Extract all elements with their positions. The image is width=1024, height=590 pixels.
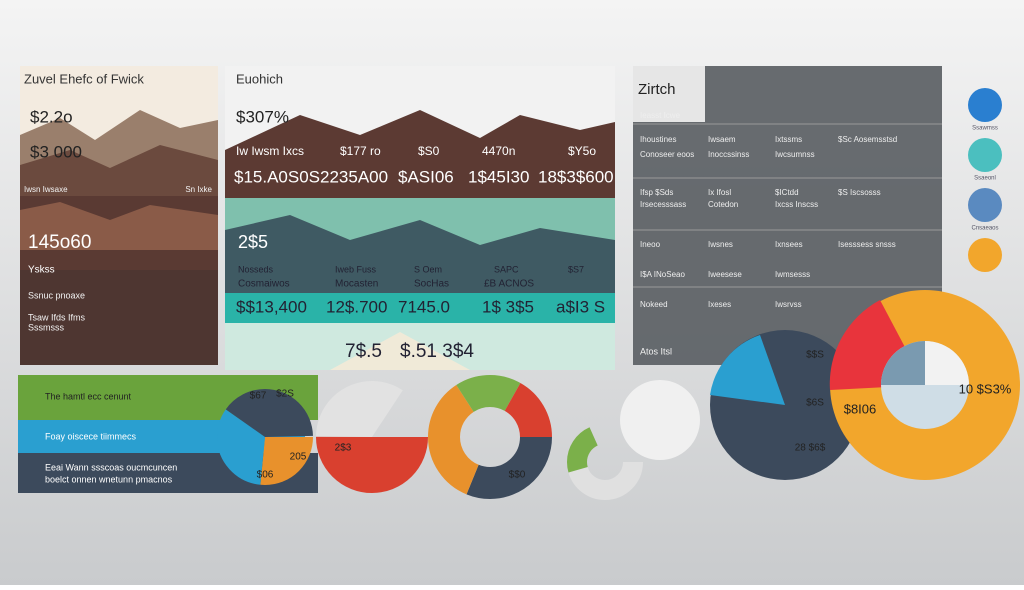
label: 2$3 <box>335 443 352 454</box>
label: $S7 <box>568 264 584 274</box>
label: Ifsp $Sds <box>640 188 673 197</box>
label: 1$45I30 <box>468 167 529 186</box>
label: $06 <box>257 470 274 481</box>
label: $S0 <box>418 144 440 158</box>
label: Ssnuc pnoaxe <box>28 290 85 300</box>
label: Cotedon <box>708 200 738 209</box>
label: Zirtch <box>638 81 676 98</box>
label: SocHas <box>414 279 449 290</box>
label: 2$5 <box>238 232 268 252</box>
pies <box>217 88 1020 500</box>
label: SAPC <box>494 264 519 274</box>
label: Isesssess snsss <box>838 240 896 249</box>
label: Ssawmss <box>972 126 998 132</box>
label: $$0 <box>509 470 526 481</box>
label: Iwsrvss <box>775 300 802 309</box>
label: a$I3 S <box>556 297 605 316</box>
label: £B ACNOS <box>484 279 534 290</box>
label: $ICtdd <box>775 188 799 197</box>
label: Iwsn Iwsaxe <box>24 185 68 194</box>
panel-2 <box>225 66 615 370</box>
label: 10 $S3% <box>959 381 1012 396</box>
label: Sssmsss <box>28 322 65 332</box>
label: $ASI06 <box>398 167 454 186</box>
label: Ieasst Icwe <box>640 111 681 120</box>
label: Iwcsumnss <box>775 150 815 159</box>
label: Nokeed <box>640 300 668 309</box>
label: $Sc Aosemsstsd <box>838 135 897 144</box>
label: Ihoustines <box>640 135 676 144</box>
label: $.51 3$4 <box>400 341 474 362</box>
label: 12$.700 <box>326 297 387 316</box>
label: Iwsnes <box>708 240 733 249</box>
label: Iw Iwsm Ixcs <box>236 144 304 158</box>
label: Irsecesssass <box>640 200 686 209</box>
label: Cnsaeaos <box>971 226 998 232</box>
label: Ixtssms <box>775 135 802 144</box>
label: Iweb Fuss <box>335 264 377 274</box>
label: Zuvel Ehefc of Fwick <box>24 71 144 86</box>
label: $67 <box>250 391 267 402</box>
label: Foay oiscece tiimmecs <box>45 431 137 441</box>
label: Ixcss Inscss <box>775 200 818 209</box>
label: Iwsaem <box>708 135 736 144</box>
label: Ssaeonl <box>974 176 996 182</box>
label: $$S <box>806 350 824 361</box>
panel-1 <box>20 66 218 365</box>
label: 145o60 <box>28 232 91 253</box>
label: 7145.0 <box>398 297 450 316</box>
label: Yskss <box>28 265 55 276</box>
label: 4470n <box>482 144 515 158</box>
label: 2235A00 <box>320 167 388 186</box>
label: $2.2o <box>30 107 73 126</box>
label: boelct onnen wnetunn pmacnos <box>45 474 173 484</box>
label: $6S <box>806 398 824 409</box>
label: Euohich <box>236 71 283 86</box>
label: 28 $6$ <box>795 443 826 454</box>
label: Inoccssinss <box>708 150 749 159</box>
label: Eeai Wann ssscoas oucmcuncen <box>45 462 177 472</box>
label: Mocasten <box>335 279 378 290</box>
label: $3 000 <box>30 142 82 161</box>
label: Ineoo <box>640 240 661 249</box>
label: $$13,400 <box>236 297 307 316</box>
label: Atos Itsl <box>640 346 672 356</box>
label: $177 ro <box>340 144 381 158</box>
label: $2S <box>276 389 294 400</box>
label: Tsaw Ifds Ifms <box>28 312 86 322</box>
label: Sn Ixke <box>185 185 212 194</box>
label: 7$.5 <box>345 341 382 362</box>
label: Cosmaiwos <box>238 279 290 290</box>
label: Nosseds <box>238 264 274 274</box>
label: Conoseer eoos <box>640 150 694 159</box>
label: Ixeses <box>708 300 731 309</box>
label: $15.A0S0S <box>234 167 320 186</box>
label: Ixnsees <box>775 240 803 249</box>
label: Iweesese <box>708 270 742 279</box>
label: The hamtl ecc cenunt <box>45 391 132 401</box>
label: 1$ 3$5 <box>482 297 534 316</box>
label: 205 <box>290 452 307 463</box>
label: S Oem <box>414 264 442 274</box>
label: $Y5o <box>568 144 596 158</box>
label: $8I06 <box>844 401 877 416</box>
label: $S Iscsosss <box>838 188 881 197</box>
label: $307% <box>236 107 289 126</box>
label: Ix Ifosl <box>708 188 731 197</box>
label: 18$3$600 <box>538 167 614 186</box>
label: I$A INoSeao <box>640 270 685 279</box>
label: Iwmsesss <box>775 270 810 279</box>
